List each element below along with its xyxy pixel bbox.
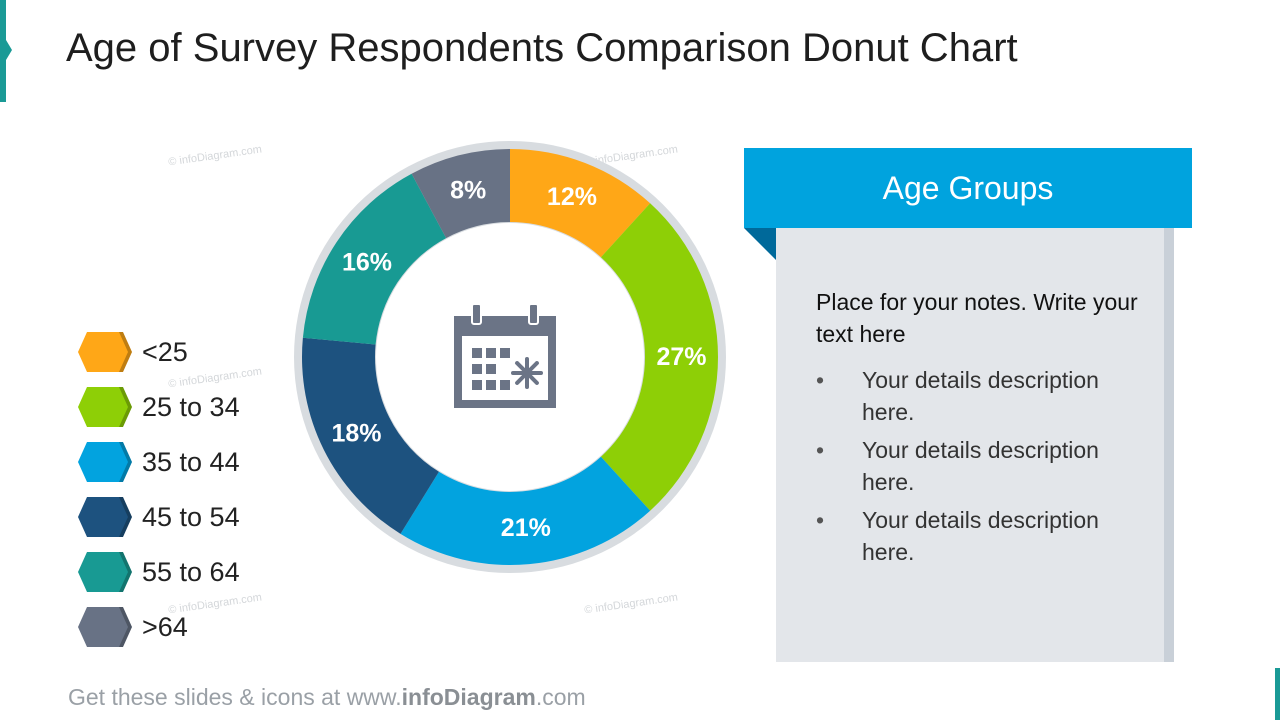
hexagon-swatch-icon — [78, 552, 132, 592]
legend-label: 45 to 54 — [142, 501, 240, 532]
legend-label: <25 — [142, 336, 188, 367]
legend-label: 25 to 34 — [142, 391, 240, 422]
donut-slice-over-64 — [411, 149, 510, 239]
donut-chart: 12% 27% 21% 18% 16% 8% — [294, 141, 726, 573]
hexagon-swatch-icon — [78, 607, 132, 647]
bullet-text: Your details description here. — [862, 507, 1099, 565]
donut-slice-45-to-54 — [302, 337, 439, 534]
legend-item-45-to-54: 45 to 54 — [78, 497, 240, 537]
hexagon-swatch-icon — [78, 387, 132, 427]
legend-label: 55 to 64 — [142, 556, 240, 587]
bullet-item: • Your details description here. — [816, 364, 1146, 428]
watermark: © infoDiagram.com — [167, 143, 263, 169]
bullet-dot: • — [816, 437, 825, 463]
bullet-item: • Your details description here. — [816, 504, 1146, 568]
notes-header-fold — [744, 228, 776, 260]
legend-item-55-to-64: 55 to 64 — [78, 552, 240, 592]
legend-label: 35 to 44 — [142, 446, 240, 477]
donut-slice-55-to-64 — [302, 173, 447, 345]
hexagon-swatch-icon — [78, 497, 132, 537]
donut-chart-container: 12% 27% 21% 18% 16% 8% — [290, 135, 730, 575]
bullet-text: Your details description here. — [862, 367, 1099, 425]
corner-mark — [1275, 668, 1280, 720]
bullet-dot: • — [816, 507, 825, 533]
donut-slice-35-to-44 — [400, 456, 651, 565]
legend-item-25-to-34: 25 to 34 — [78, 387, 240, 427]
accent-notch — [6, 40, 12, 60]
slice-label-over-64: 8% — [450, 177, 486, 205]
notes-panel — [776, 228, 1174, 662]
notes-panel-edge — [1164, 228, 1174, 662]
footer-credit: Get these slides & icons at www.infoDiag… — [68, 684, 586, 711]
notes-intro: Place for your notes. Write your text he… — [816, 289, 1138, 347]
hexagon-swatch-icon — [78, 332, 132, 372]
bullet-item: • Your details description here. — [816, 434, 1146, 498]
notes-header: Age Groups — [744, 148, 1192, 228]
legend-item-under-25: <25 — [78, 332, 240, 372]
notes-bullet-list: • Your details description here. • Your … — [816, 364, 1146, 574]
hexagon-swatch-icon — [78, 442, 132, 482]
notes-header-title: Age Groups — [882, 169, 1054, 206]
slice-label-55-to-64: 16% — [342, 248, 392, 276]
legend-label: >64 — [142, 611, 188, 642]
footer-prefix: Get these slides & icons at www. — [68, 684, 402, 710]
legend-item-over-64: >64 — [78, 607, 240, 647]
calendar-icon — [454, 303, 556, 408]
slice-label-35-to-44: 21% — [501, 514, 551, 542]
accent-bar — [0, 0, 6, 102]
footer-suffix: .com — [535, 684, 586, 710]
slice-label-45-to-54: 18% — [331, 419, 381, 447]
chart-legend: <25 25 to 34 35 to 44 45 to 54 55 to 64 >64 — [78, 332, 240, 647]
donut-slice-under-25 — [510, 149, 651, 258]
legend-item-35-to-44: 35 to 44 — [78, 442, 240, 482]
footer-brand: infoDiagram — [401, 684, 536, 710]
donut-slice-25-to-34 — [600, 203, 718, 511]
slice-label-under-25: 12% — [547, 183, 597, 211]
slice-label-25-to-34: 27% — [656, 343, 706, 371]
bullet-text: Your details description here. — [862, 437, 1099, 495]
bullet-dot: • — [816, 367, 825, 393]
watermark: © infoDiagram.com — [583, 591, 679, 617]
page-title: Age of Survey Respondents Comparison Don… — [66, 26, 1018, 70]
